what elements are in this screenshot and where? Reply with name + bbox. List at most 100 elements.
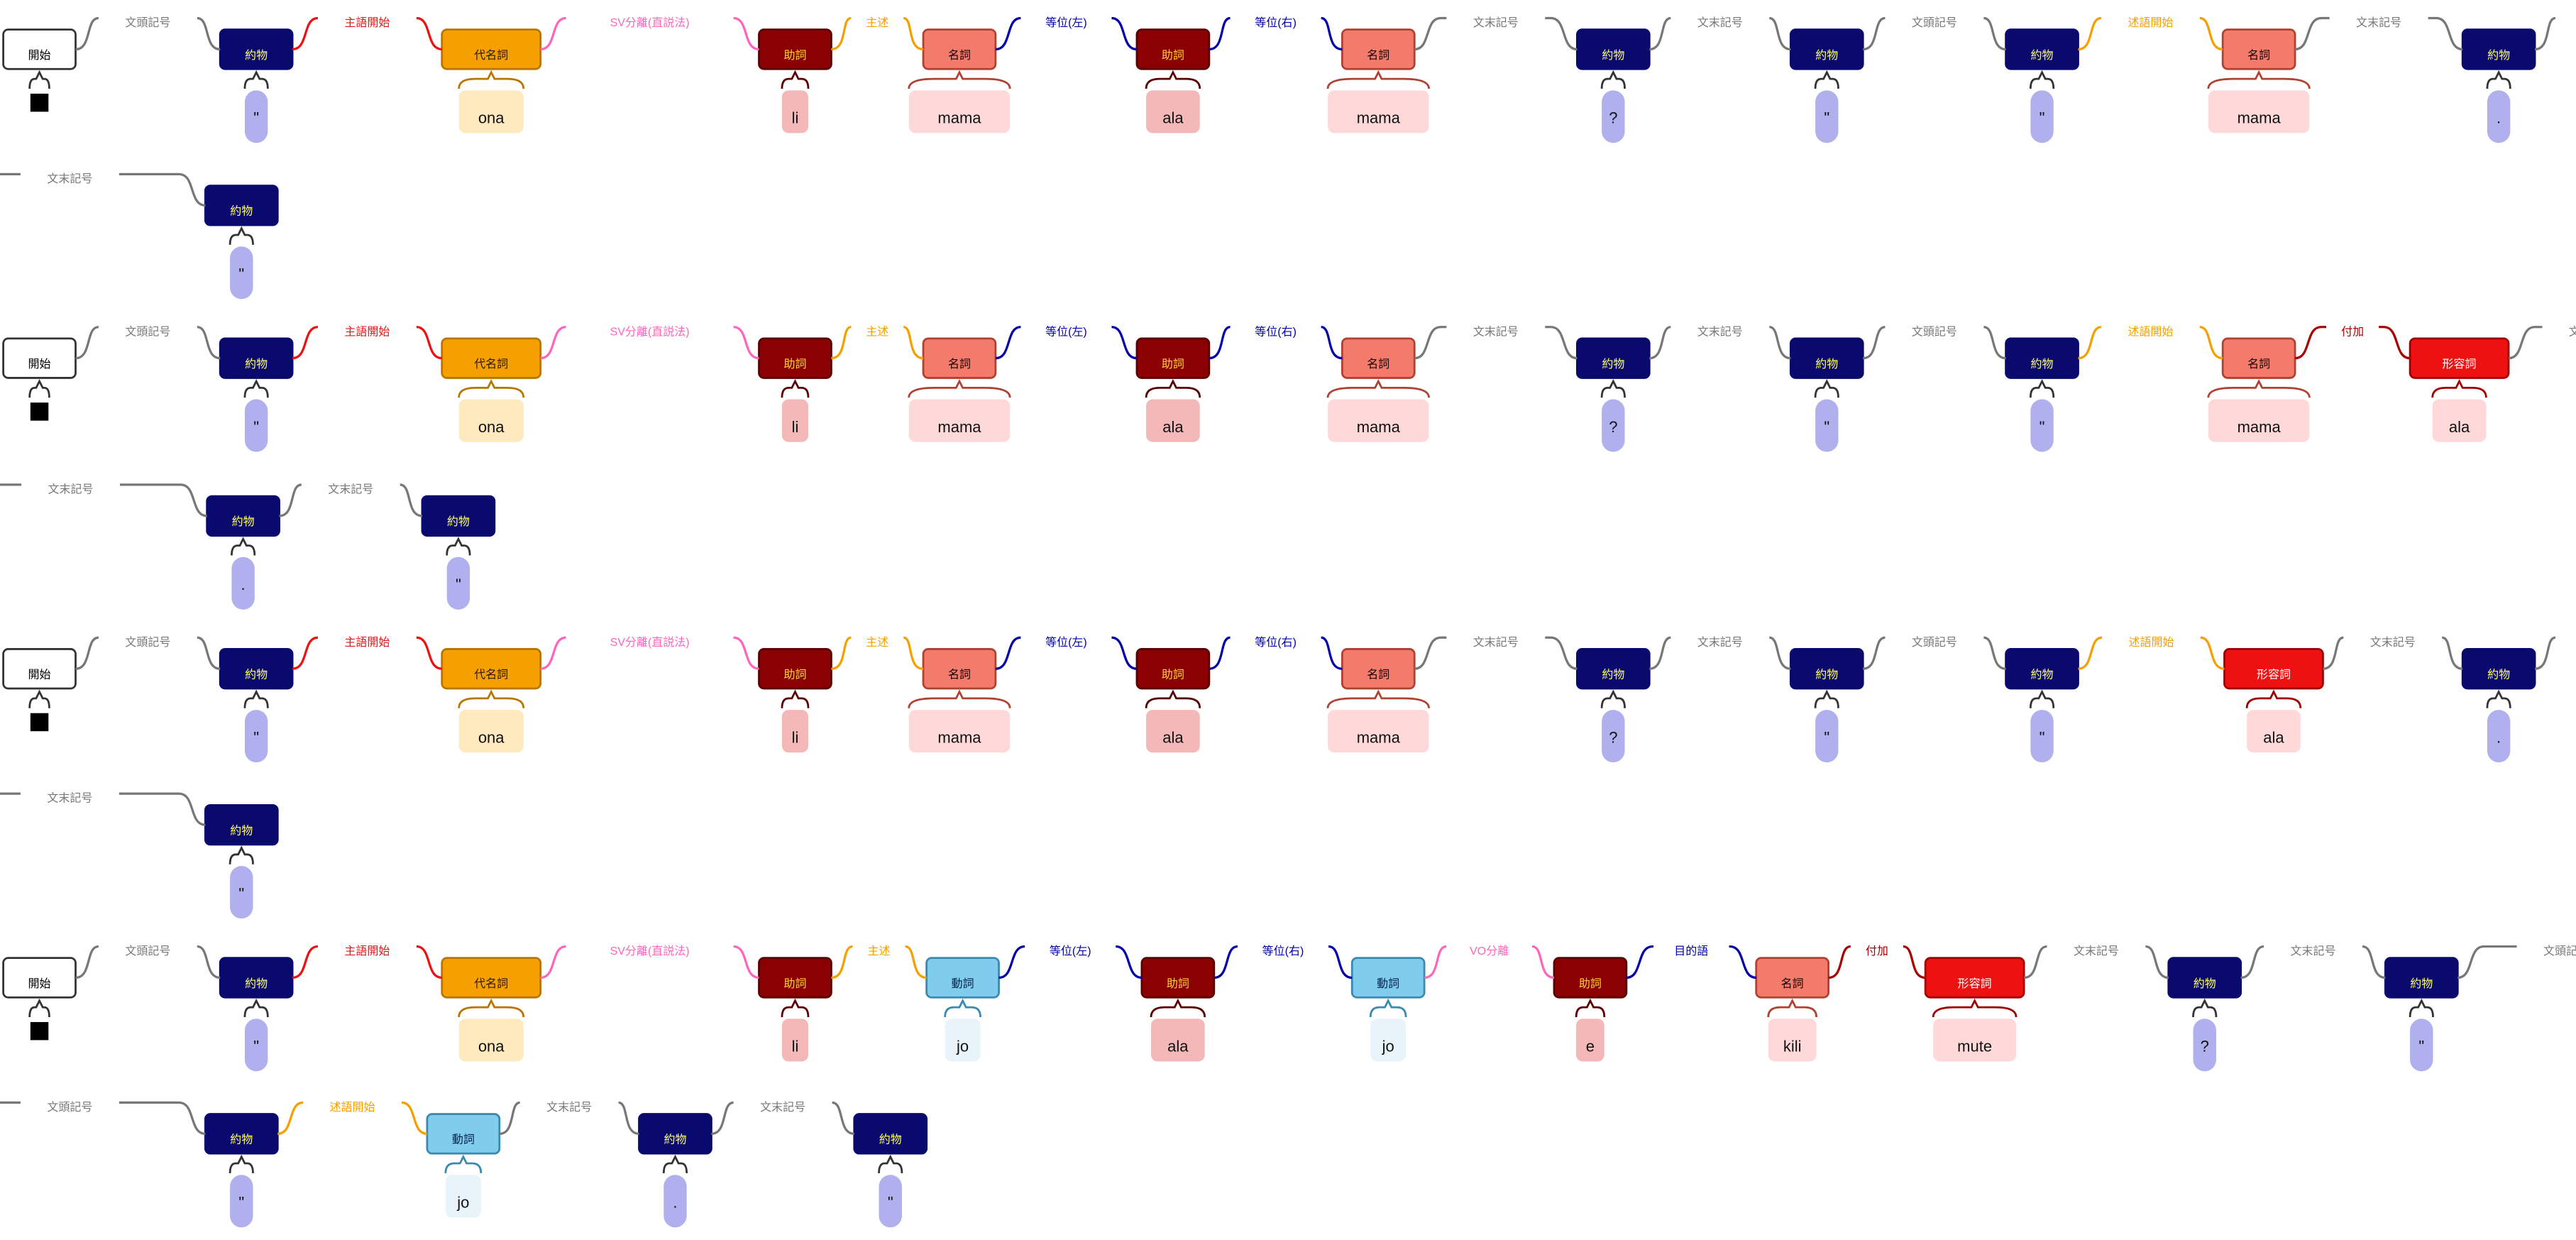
start-marker-icon bbox=[30, 1021, 49, 1041]
word-chip bbox=[2247, 710, 2301, 753]
word: mama bbox=[937, 728, 981, 746]
node-particle: 助詞 ala bbox=[1135, 28, 1211, 133]
relation-bunto: 文頭記号 bbox=[75, 325, 221, 360]
arc-left bbox=[75, 16, 99, 51]
word-chip bbox=[1576, 1019, 1605, 1062]
pos-label: 約物 bbox=[1602, 668, 1624, 681]
word-chip bbox=[1370, 1019, 1407, 1062]
relation-jutsugo: 述語開始 bbox=[2078, 16, 2223, 51]
word-chip bbox=[2193, 1019, 2216, 1072]
pos-label: 助詞 bbox=[783, 357, 806, 371]
relation-sv: SV分離(直説法) bbox=[540, 945, 759, 980]
brace bbox=[458, 689, 525, 708]
word-chip bbox=[1815, 710, 1839, 763]
arc-left bbox=[831, 326, 852, 360]
relation-label: 文末記号 bbox=[2291, 945, 2336, 958]
relation-label: 文末記号 bbox=[2569, 325, 2576, 338]
node-symbol: 約物 " bbox=[1789, 28, 1864, 143]
brace bbox=[2486, 70, 2511, 89]
brace bbox=[781, 378, 810, 398]
node-noun: 名詞 mama bbox=[2207, 337, 2311, 442]
arc-right bbox=[733, 636, 759, 670]
arc-left bbox=[2323, 636, 2344, 670]
brace bbox=[28, 998, 50, 1017]
arc-right bbox=[120, 483, 207, 517]
word: kili bbox=[1783, 1038, 1802, 1055]
brace bbox=[2245, 689, 2302, 708]
arc-right bbox=[733, 16, 759, 51]
brace bbox=[908, 70, 1011, 89]
node-symbol: 約物? bbox=[2167, 957, 2242, 1072]
relation-sv: SV分離(直説法) bbox=[540, 325, 759, 360]
word: li bbox=[792, 109, 799, 127]
pos-label: 開始 bbox=[28, 668, 51, 681]
node-noun: 名詞 mama bbox=[2207, 28, 2311, 133]
arc-right bbox=[1545, 326, 1578, 360]
arc-left bbox=[2240, 945, 2264, 980]
pos-label: 開始 bbox=[28, 977, 51, 990]
pos-label: 名詞 bbox=[1367, 668, 1389, 681]
word: mama bbox=[937, 418, 981, 436]
relation-label: 文末記号 bbox=[2074, 945, 2119, 958]
word: jo bbox=[1382, 1038, 1394, 1055]
pos-label: 約物 bbox=[2410, 977, 2433, 990]
arc-right bbox=[1545, 636, 1578, 670]
brace bbox=[2192, 998, 2218, 1018]
arc-left bbox=[995, 326, 1021, 360]
word-chip bbox=[908, 710, 1011, 753]
word: ? bbox=[1609, 728, 1617, 746]
word: li bbox=[792, 728, 799, 746]
word: ? bbox=[1609, 418, 1617, 436]
node-symbol: 約物? bbox=[1575, 337, 1651, 452]
brace bbox=[28, 378, 50, 398]
arc-right bbox=[905, 945, 927, 980]
word-chip bbox=[458, 710, 524, 753]
arc-right bbox=[197, 636, 221, 670]
relation-bunto: 文頭記号 bbox=[2457, 945, 2576, 980]
brace bbox=[2207, 378, 2311, 398]
brace bbox=[1145, 378, 1201, 398]
word-chip bbox=[230, 246, 253, 300]
relation-label: 述語開始 bbox=[330, 1101, 375, 1114]
brace bbox=[2207, 70, 2311, 89]
brace bbox=[1600, 689, 1626, 708]
brace bbox=[446, 537, 471, 556]
arc-right bbox=[1903, 945, 1926, 980]
arc-right bbox=[416, 16, 442, 51]
pos-label: 助詞 bbox=[1162, 357, 1184, 371]
arc-left bbox=[2294, 326, 2327, 360]
relation-label: 文末記号 bbox=[47, 172, 92, 185]
arc-right bbox=[903, 636, 924, 670]
relation-label: 文末記号 bbox=[2356, 16, 2401, 29]
brace bbox=[944, 998, 981, 1018]
arc-left bbox=[831, 945, 853, 980]
word: mama bbox=[1357, 418, 1401, 436]
relation-tol: 等位(左) bbox=[995, 636, 1138, 670]
node-verb: 動詞 jo bbox=[426, 1113, 501, 1218]
arc-right bbox=[2428, 16, 2463, 51]
word-chip bbox=[1146, 399, 1200, 442]
node-start: 開始■ bbox=[2, 957, 77, 1041]
brace bbox=[229, 845, 254, 865]
relation-bunmatsu: 文末記号 bbox=[0, 172, 206, 207]
pos-label: 約物 bbox=[1815, 668, 1838, 681]
arc-right bbox=[2199, 16, 2223, 51]
arc-left bbox=[2508, 326, 2543, 360]
word-chip bbox=[2487, 90, 2511, 143]
arc-right bbox=[197, 16, 221, 51]
relation-label: 文末記号 bbox=[1473, 16, 1519, 29]
word: ona bbox=[478, 109, 505, 127]
node-pronoun: 代名詞 ona bbox=[441, 28, 542, 133]
pos-label: 助詞 bbox=[783, 977, 806, 990]
pos-label: 開始 bbox=[28, 357, 51, 371]
relation-tor: 等位(右) bbox=[1209, 325, 1343, 360]
relation-label: 文頭記号 bbox=[125, 16, 170, 29]
brace bbox=[1369, 998, 1407, 1018]
word: " bbox=[1824, 418, 1829, 436]
word-chip bbox=[458, 399, 524, 442]
relation-label: 述語開始 bbox=[2128, 16, 2173, 29]
arc-left bbox=[292, 636, 319, 670]
relation-label: 文末記号 bbox=[1697, 325, 1743, 338]
arc-left bbox=[540, 636, 566, 670]
node-particle: 助詞 li bbox=[758, 957, 832, 1062]
